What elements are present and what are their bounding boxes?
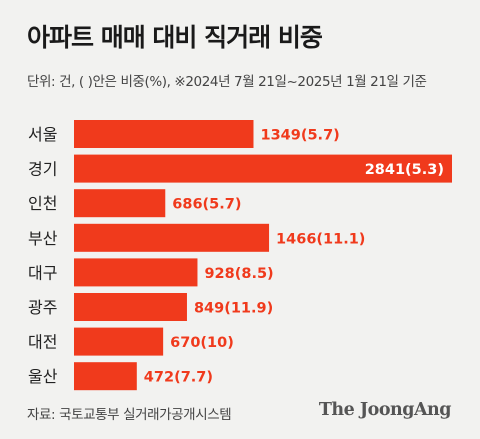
bar xyxy=(74,258,198,287)
bar xyxy=(74,189,166,218)
category-label: 울산 xyxy=(28,367,58,386)
bar xyxy=(74,120,254,148)
category-label: 대전 xyxy=(28,333,57,352)
category-label: 대구 xyxy=(28,263,57,282)
bar xyxy=(74,223,270,252)
value-label: 472(7.7) xyxy=(144,370,213,386)
chart-title: 아파트 매매 대비 직거래 비중 xyxy=(27,23,323,52)
bar xyxy=(74,362,137,391)
chart-subtitle: 단위: 건, ( )안은 비중(%), ※2024년 7월 21일~2025년 … xyxy=(27,74,427,90)
category-label: 부산 xyxy=(28,229,58,248)
value-label: 686(5.7) xyxy=(172,197,241,213)
category-label: 광주 xyxy=(28,298,57,317)
value-label: 1349(5.7) xyxy=(260,128,339,144)
category-label: 경기 xyxy=(28,160,57,179)
bar xyxy=(74,293,187,321)
value-label: 2841(5.3) xyxy=(365,162,444,178)
category-label: 서울 xyxy=(28,125,57,144)
bar xyxy=(74,327,164,356)
publisher-logo: The JoongAng xyxy=(318,400,452,420)
value-label: 928(8.5) xyxy=(204,266,273,282)
value-label: 1466(11.1) xyxy=(276,231,365,247)
category-label: 인천 xyxy=(28,194,57,213)
value-label: 670(10) xyxy=(170,335,234,351)
value-label: 849(11.9) xyxy=(194,301,273,317)
source-note: 자료: 국토교통부 실거래가공개시스템 xyxy=(27,407,232,423)
bar xyxy=(74,154,452,183)
